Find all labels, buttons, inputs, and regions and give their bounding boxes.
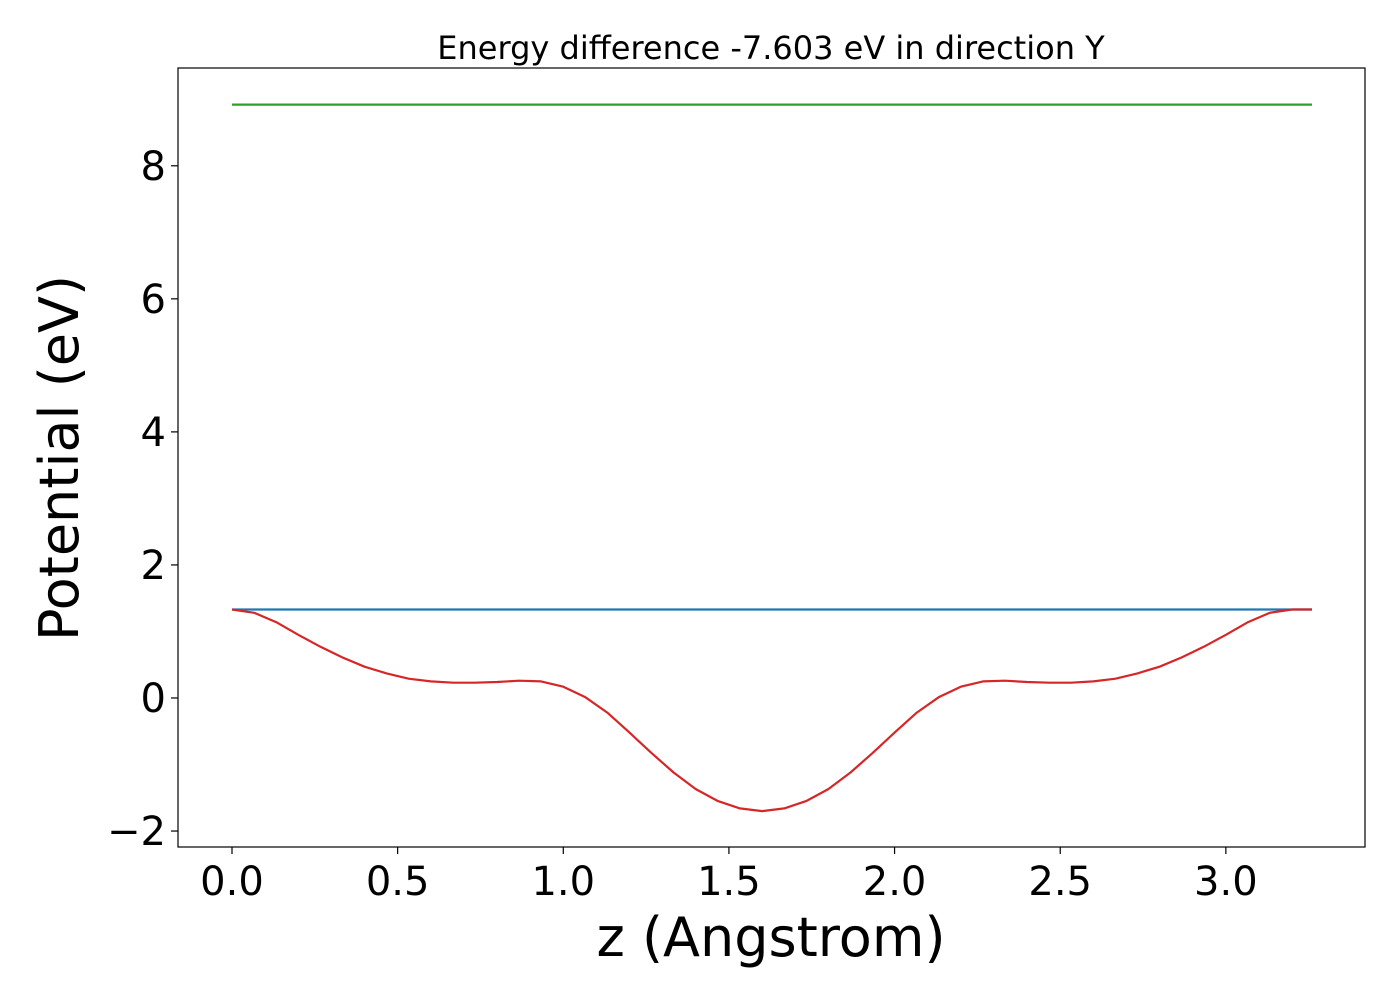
y-tick-label: 2 xyxy=(141,543,166,589)
y-tick-label: 0 xyxy=(141,676,166,722)
series-line-2 xyxy=(231,608,1312,813)
chart-title: Energy difference -7.603 eV in direction… xyxy=(437,29,1105,67)
y-tick-label: 4 xyxy=(141,410,166,456)
x-tick-label: 2.0 xyxy=(863,859,927,905)
y-axis: −2 0 2 4 6 8 xyxy=(107,144,178,855)
x-tick-label: 3.0 xyxy=(1194,859,1258,905)
y-tick-label: 8 xyxy=(141,144,166,190)
x-axis: 0.0 0.5 1.0 1.5 2.0 2.5 3.0 xyxy=(200,847,1258,905)
x-tick-label: 1.0 xyxy=(531,859,595,905)
x-tick-label: 1.5 xyxy=(697,859,761,905)
plot-area-frame xyxy=(177,67,1366,848)
x-tick-label: 2.5 xyxy=(1028,859,1092,905)
series-layer xyxy=(231,103,1312,813)
y-tick-label: −2 xyxy=(107,809,166,855)
y-axis-title: Potential (eV) xyxy=(28,275,91,641)
y-tick-label: 6 xyxy=(141,277,166,323)
x-tick-label: 0.5 xyxy=(366,859,430,905)
x-tick-label: 0.0 xyxy=(200,859,264,905)
x-axis-title: z (Angstrom) xyxy=(596,906,945,969)
